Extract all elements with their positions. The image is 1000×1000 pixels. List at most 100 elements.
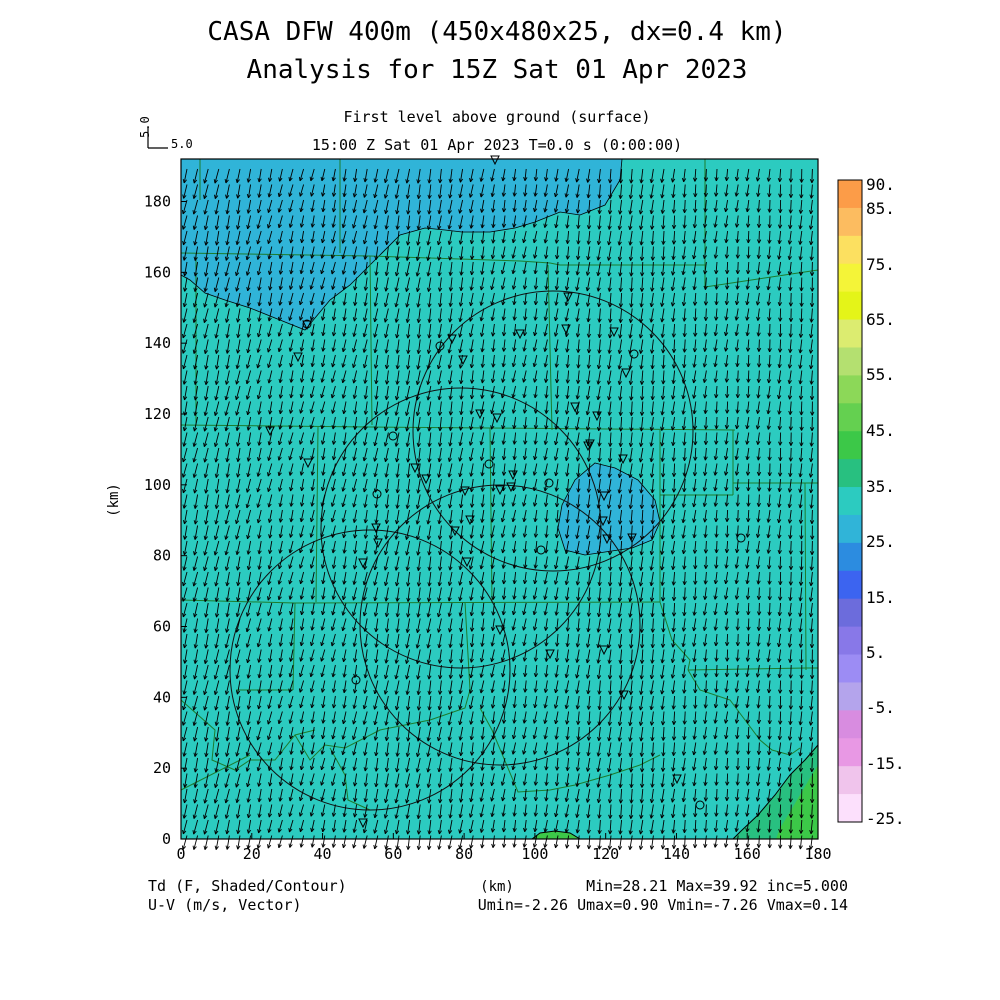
x-tick-label: 20: [243, 845, 261, 863]
colorbar-swatch: [838, 319, 862, 348]
x-tick-label: 180: [804, 845, 831, 863]
station-triangle-marker: [302, 320, 312, 331]
station-triangle-marker: [561, 324, 571, 335]
station-triangle-marker: [506, 482, 516, 493]
title-line1: CASA DFW 400m (450x480x25, dx=0.4 km): [207, 17, 786, 47]
dewpoint-high-region-southeast-inner: [776, 765, 818, 839]
colorbar-swatch: [838, 375, 862, 404]
y-tick-label: 160: [144, 263, 171, 281]
y-tick-label: 100: [144, 476, 171, 494]
station-triangle-marker: [563, 292, 573, 303]
y-tick-label: 80: [153, 547, 171, 565]
station-triangle-marker: [598, 516, 608, 527]
x-tick-label: 160: [734, 845, 761, 863]
station-markers: [265, 155, 746, 829]
x-tick-label: 80: [455, 845, 473, 863]
colorbar-swatch: [838, 682, 862, 711]
station-triangle-marker: [490, 155, 500, 166]
station-triangle-marker: [373, 538, 383, 549]
x-tick-label: 120: [592, 845, 619, 863]
x-axis: 0 20 40 60 80 100 120 140 160 180: [176, 833, 832, 863]
y-tick-label: 60: [153, 618, 171, 636]
station-triangle-marker: [619, 690, 629, 701]
colorbar-label: 15.: [866, 588, 895, 607]
reference-vector: 5.0 5.0: [138, 116, 193, 151]
colorbar-swatch: [838, 207, 862, 237]
station-circle-marker: [484, 459, 494, 469]
station-triangle-marker: [599, 645, 609, 656]
colorbar-label: 55.: [866, 365, 895, 384]
colorbar-swatch: [838, 263, 862, 293]
colorbar-swatch: [838, 626, 862, 656]
colorbar-label: 35.: [866, 477, 895, 496]
station-triangle-marker: [462, 557, 472, 568]
station-triangle-marker: [627, 533, 637, 544]
footer-uv-range: Umin=-2.26 Umax=0.90 Vmin=-7.26 Vmax=0.1…: [478, 896, 848, 914]
colorbar-swatch: [838, 738, 862, 767]
plot-area: [180, 155, 819, 850]
colorbar-swatch: [838, 235, 862, 265]
station-circle-marker: [302, 319, 312, 329]
footer-minmax: Min=28.21 Max=39.92 inc=5.000: [586, 877, 848, 895]
station-triangle-marker: [515, 329, 525, 340]
colorbar-label: 45.: [866, 421, 895, 440]
ref-vector-label-vertical: 5.0: [138, 116, 152, 138]
x-tick-label: 60: [384, 845, 402, 863]
station-triangle-marker: [602, 534, 612, 545]
colorbar-swatch: [838, 766, 862, 795]
station-triangle-marker: [618, 454, 628, 465]
county-boundaries: [180, 159, 819, 811]
colorbar-swatch: [838, 570, 862, 600]
radar-range-circles: [229, 290, 694, 811]
colorbar-swatch: [838, 542, 862, 572]
station-triangle-marker: [672, 774, 682, 785]
colorbar-swatch: [838, 514, 862, 544]
colorbar-swatch: [838, 180, 862, 209]
colorbar-swatch: [838, 710, 862, 739]
subtitle-time: 15:00 Z Sat 01 Apr 2023 T=0.0 s (0:00:00…: [312, 136, 682, 154]
y-tick-label: 0: [162, 830, 171, 848]
x-tick-label: 100: [521, 845, 548, 863]
station-triangle-marker: [358, 558, 368, 569]
colorbar-label: -25.: [866, 809, 905, 828]
station-triangle-marker: [570, 402, 580, 413]
station-circle-marker: [351, 675, 361, 685]
station-triangle-marker: [460, 486, 470, 497]
station-triangle-marker: [492, 413, 502, 424]
colorbar-label: -5.: [866, 698, 895, 717]
colorbar-swatch: [838, 598, 862, 628]
colorbar-frame: [837, 179, 863, 823]
station-circle-marker: [536, 545, 546, 555]
colorbar-swatch: [838, 487, 862, 516]
ref-vector-label-horizontal: 5.0: [171, 137, 193, 151]
colorbar-swatch: [838, 347, 862, 376]
station-triangle-marker: [609, 327, 619, 338]
colorbar-swatch: [838, 291, 862, 321]
colorbar-swatch: [838, 459, 862, 488]
colorbar-swatch: [838, 654, 862, 683]
station-triangle-marker: [475, 409, 485, 420]
station-triangle-marker: [545, 649, 555, 660]
x-tick-label: 40: [314, 845, 332, 863]
station-triangle-marker: [447, 334, 457, 345]
colorbar-label: 25.: [866, 532, 895, 551]
plot-frame: [180, 158, 819, 840]
station-circle-marker: [629, 349, 639, 359]
colorbar-label: 65.: [866, 310, 895, 329]
station-circle-marker: [388, 431, 398, 441]
station-triangle-marker: [450, 526, 460, 537]
x-tick-label: 0: [176, 845, 185, 863]
colorbar-label: 5.: [866, 643, 885, 662]
x-axis-label: (km): [480, 879, 514, 895]
station-triangle-marker: [495, 625, 505, 636]
station-triangle-marker: [599, 491, 609, 502]
station-circle-marker: [736, 533, 746, 543]
station-triangle-marker: [621, 368, 631, 379]
station-triangle-marker: [458, 355, 468, 366]
station-triangle-marker: [265, 426, 275, 437]
x-tick-label: 140: [663, 845, 690, 863]
station-triangle-marker: [421, 474, 431, 485]
y-tick-label: 140: [144, 334, 171, 352]
y-tick-label: 180: [144, 193, 171, 211]
